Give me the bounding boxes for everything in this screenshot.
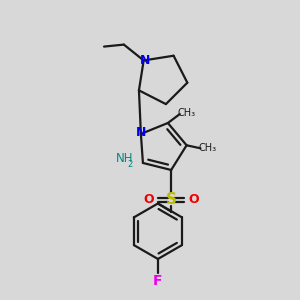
Text: N: N: [136, 126, 146, 140]
Text: S: S: [166, 192, 177, 207]
Text: 2: 2: [128, 160, 133, 169]
Text: CH₃: CH₃: [178, 108, 196, 118]
Text: N: N: [140, 54, 150, 67]
Text: O: O: [143, 193, 154, 206]
Text: O: O: [189, 193, 199, 206]
Text: CH₃: CH₃: [198, 143, 217, 153]
Text: F: F: [153, 274, 163, 288]
Text: NH: NH: [116, 152, 134, 166]
